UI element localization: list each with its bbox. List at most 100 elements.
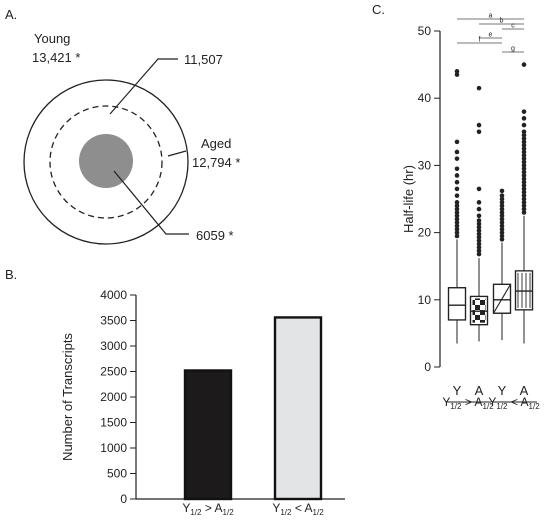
outlier-point xyxy=(521,139,527,145)
outlier-point xyxy=(521,203,527,209)
outlier-point xyxy=(521,176,527,182)
outlier-point xyxy=(454,203,460,209)
box-group-label: Y1/2 < A1/2 xyxy=(488,395,540,411)
outlier-point xyxy=(476,186,482,192)
box-y-tick-label: 0 xyxy=(424,360,431,374)
outlier-point xyxy=(521,149,527,155)
box-group xyxy=(469,85,489,342)
outlier-point xyxy=(476,129,482,135)
significance-label: g xyxy=(511,46,515,53)
outlier-point xyxy=(521,210,527,215)
outlier-point xyxy=(521,200,527,205)
outlier-point xyxy=(521,136,527,141)
outlier-point xyxy=(454,233,460,239)
box-group xyxy=(447,69,467,344)
outlier-point xyxy=(521,122,527,128)
outlier-point xyxy=(499,233,505,239)
box-y-axis-title: Half-life (hr) xyxy=(401,165,416,233)
outlier-point xyxy=(521,173,527,178)
outlier-point xyxy=(521,166,527,172)
outlier-point xyxy=(454,223,460,229)
outlier-point xyxy=(521,193,527,198)
outlier-point xyxy=(454,166,460,172)
box-hatch-line xyxy=(493,284,511,314)
outlier-point xyxy=(499,220,505,225)
panel-b-label: B. xyxy=(5,267,17,282)
bar-y-tick-label: 2500 xyxy=(100,365,127,379)
box-x-tick-label: A xyxy=(520,383,529,398)
bar-y-tick-label: 1000 xyxy=(100,441,127,455)
outlier-point xyxy=(521,129,527,135)
outlier-point xyxy=(499,226,505,232)
outlier-point xyxy=(476,248,482,254)
bar-y-tick-label: 2000 xyxy=(100,390,127,404)
bar xyxy=(183,369,233,501)
bar-y-ticks: 0 500 1000 1500 2000 2500 3000 3500 4000 xyxy=(100,288,136,506)
box-y-tick-label: 40 xyxy=(418,91,432,105)
outlier-point xyxy=(454,149,460,155)
venn-panel: A. Young 13,421 * 11,507 Aged 12,794 * 6… xyxy=(5,7,240,245)
significance-label: a xyxy=(489,13,493,20)
outlier-point xyxy=(476,85,482,91)
box-x-tick-label: Y xyxy=(453,383,462,398)
outlier-point xyxy=(521,196,527,202)
bar-chart-panel: B. Number of Transcripts 0 500 1000 1500 200… xyxy=(5,267,345,517)
outlier-point xyxy=(454,69,460,74)
outlier-point xyxy=(476,241,482,247)
outlier-point xyxy=(454,216,460,222)
outlier-point xyxy=(521,116,527,121)
bar-x-tick-label: Y1/2 < A1/2 xyxy=(272,501,324,517)
outlier-point xyxy=(454,210,460,215)
outlier-point xyxy=(476,221,482,227)
bar-y-axis-title: Number of Transcripts xyxy=(60,333,75,461)
outlier-point xyxy=(521,183,527,188)
overlap-leader-line xyxy=(109,58,178,115)
outlier-point xyxy=(521,189,527,195)
outlier-point xyxy=(454,179,460,185)
outlier-point xyxy=(476,206,482,212)
box-y-tick-label: 50 xyxy=(418,24,432,38)
aged-leader-line xyxy=(167,150,187,157)
bar-x-labels: Y1/2 > A1/2 Y1/2 < A1/2 xyxy=(182,501,324,517)
outlier-point xyxy=(454,206,460,212)
outlier-point xyxy=(521,153,527,158)
outlier-point xyxy=(476,251,482,257)
box-group xyxy=(514,62,534,344)
outlier-point xyxy=(499,230,505,235)
outlier-point xyxy=(499,206,505,212)
outlier-point xyxy=(454,230,460,235)
bar-y-tick-label: 3500 xyxy=(100,314,127,328)
outlier-point xyxy=(521,156,527,161)
box-x-labels: Y A Y AY1/2 > A1/2Y1/2 < A1/2 xyxy=(442,383,540,411)
bar-x-tick-label: Y1/2 > A1/2 xyxy=(182,501,234,517)
significance-brackets: abc e f g xyxy=(457,13,524,53)
box-x-tick-label: A xyxy=(475,383,484,398)
bar-y-tick-label: 1500 xyxy=(100,416,127,430)
aged-label: Aged xyxy=(201,136,231,151)
outlier-point xyxy=(454,186,460,192)
bar-y-tick-label: 500 xyxy=(107,467,127,481)
box-y-ticks: 0 10 20 30 40 50 xyxy=(418,24,440,374)
box-x-tick-label: Y xyxy=(498,383,507,398)
intersection-region xyxy=(79,134,133,188)
young-circle xyxy=(23,79,189,245)
box-series xyxy=(447,62,534,344)
bar-y-tick-label: 3000 xyxy=(100,339,127,353)
outlier-point xyxy=(521,146,527,151)
bar-y-tick-label: 4000 xyxy=(100,288,127,302)
outlier-point xyxy=(499,237,505,242)
outlier-point xyxy=(476,245,482,250)
outlier-point xyxy=(521,132,527,138)
outlier-point xyxy=(454,220,460,225)
bar-series xyxy=(183,316,323,501)
aged-circle xyxy=(49,105,163,219)
outlier-point xyxy=(454,200,460,205)
outlier-point xyxy=(476,200,482,205)
outlier-point xyxy=(521,163,527,168)
box-y-tick-label: 30 xyxy=(418,158,432,172)
outlier-point xyxy=(476,224,482,230)
outlier-point xyxy=(476,213,482,219)
outlier-point xyxy=(521,142,527,148)
outlier-point xyxy=(499,223,505,229)
